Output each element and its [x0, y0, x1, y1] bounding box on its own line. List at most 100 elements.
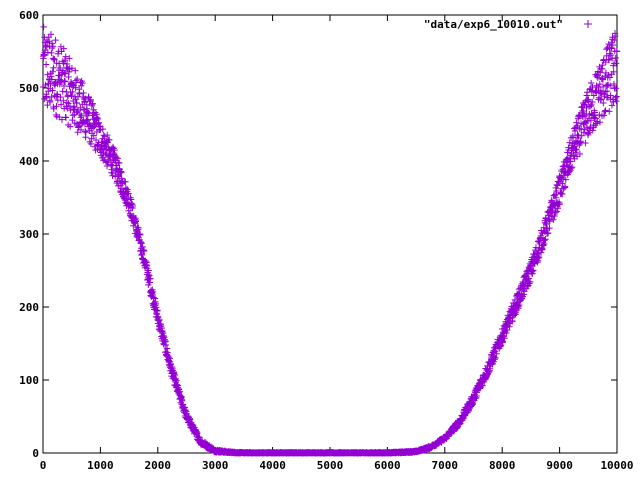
x-tick-label: 2000 [145, 459, 172, 472]
data-point [128, 200, 135, 207]
data-point [490, 347, 497, 354]
data-point [113, 153, 120, 161]
data-point [612, 94, 619, 101]
data-point [118, 169, 125, 176]
data-point [534, 250, 541, 258]
data-point [562, 176, 569, 183]
data-point [602, 107, 609, 114]
data-point [589, 98, 596, 106]
data-point [61, 78, 69, 85]
data-point [607, 51, 615, 59]
data-point [600, 112, 608, 119]
data-point [72, 67, 79, 74]
x-tick-label: 0 [40, 459, 47, 472]
data-point [60, 97, 67, 104]
data-point [59, 88, 66, 95]
data-point [544, 229, 552, 237]
data-point [77, 104, 84, 112]
y-tick-label: 200 [19, 301, 39, 314]
data-point [609, 41, 617, 49]
data-point [596, 80, 603, 88]
data-point [558, 174, 565, 182]
legend-label: "data/exp6_10010.out" [424, 18, 563, 31]
data-point [578, 132, 585, 139]
data-point [99, 145, 106, 153]
data-point [542, 236, 549, 243]
data-point [137, 238, 145, 246]
data-point [580, 107, 587, 115]
x-tick-label: 10000 [600, 459, 633, 472]
data-point [501, 335, 508, 342]
data-point [122, 178, 129, 185]
data-point [47, 73, 55, 80]
data-point [606, 50, 613, 57]
data-point [592, 89, 600, 96]
legend: "data/exp6_10010.out" [424, 18, 592, 31]
x-tick-label: 7000 [432, 459, 459, 472]
data-point [553, 181, 560, 189]
data-point [149, 288, 157, 296]
data-point [61, 77, 68, 85]
data-point [567, 157, 574, 165]
data-point [588, 101, 595, 109]
data-point [591, 112, 599, 119]
data-point [108, 166, 115, 173]
data-point [44, 71, 51, 78]
data-point [61, 57, 69, 64]
data-point [553, 187, 560, 195]
data-point [492, 354, 499, 362]
data-point [503, 329, 510, 337]
x-tick-label: 4000 [259, 459, 286, 472]
data-point [65, 68, 73, 76]
data-point [77, 126, 85, 134]
data-point [66, 55, 73, 62]
data-point [114, 155, 121, 162]
data-point [568, 163, 576, 171]
data-point [506, 323, 513, 330]
data-point [583, 89, 591, 96]
data-point [590, 92, 598, 99]
data-point [550, 216, 557, 223]
data-point [610, 98, 617, 106]
data-point [129, 202, 137, 210]
data-point [63, 99, 71, 106]
data-point [584, 117, 591, 125]
data-point [613, 47, 621, 55]
data-point [51, 56, 58, 63]
data-point [110, 145, 117, 152]
data-point [57, 93, 64, 101]
data-point [90, 132, 97, 139]
data-point [599, 61, 606, 69]
data-point [599, 83, 607, 91]
data-point [90, 106, 97, 113]
data-point [153, 313, 161, 321]
data-point [140, 247, 148, 255]
data-point [587, 117, 595, 124]
data-point [82, 129, 90, 136]
data-point [44, 101, 51, 109]
data-point [62, 53, 69, 60]
data-point [568, 164, 575, 172]
data-point [526, 280, 533, 287]
data-point [99, 125, 107, 133]
data-point [72, 84, 79, 91]
data-point [47, 31, 55, 38]
data-point [117, 169, 124, 177]
data-point [613, 93, 620, 100]
data-point [150, 294, 157, 301]
data-point [606, 74, 614, 81]
data-point [601, 73, 609, 80]
data-point [597, 87, 605, 94]
data-point [74, 75, 81, 83]
data-point [553, 208, 561, 215]
data-point [555, 178, 562, 185]
data-point [583, 104, 590, 112]
data-point [66, 123, 74, 130]
data-point [75, 123, 83, 130]
data-point [603, 45, 610, 53]
data-point [81, 128, 89, 135]
data-point [60, 60, 67, 67]
data-point [132, 216, 140, 224]
data-point [556, 200, 563, 208]
